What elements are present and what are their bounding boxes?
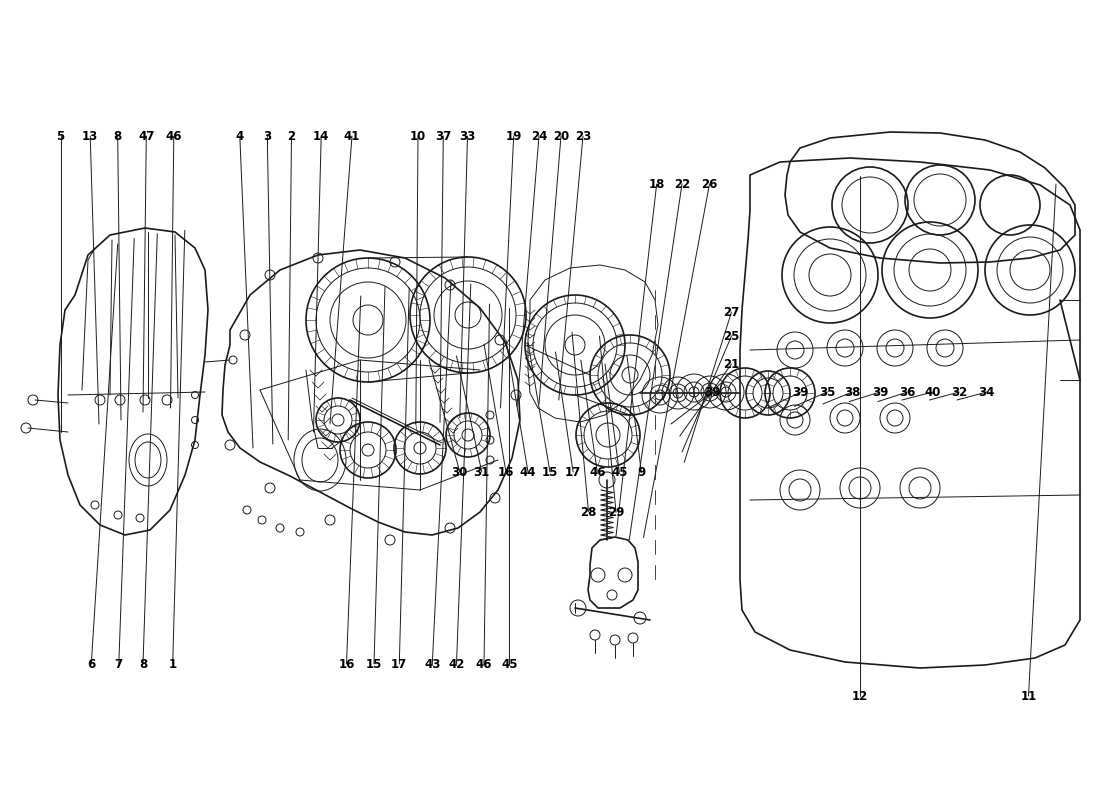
Text: 27: 27 [724, 306, 739, 318]
Text: 23: 23 [575, 130, 591, 142]
Text: 7: 7 [114, 658, 123, 670]
Text: 44: 44 [519, 466, 537, 478]
Text: 17: 17 [392, 658, 407, 670]
Text: 18: 18 [649, 178, 664, 190]
Text: 42: 42 [449, 658, 464, 670]
Text: 35: 35 [820, 386, 835, 398]
Text: 46: 46 [475, 658, 493, 670]
Text: 39: 39 [872, 386, 888, 398]
Text: 19: 19 [506, 130, 521, 142]
Text: 10: 10 [410, 130, 426, 142]
Text: 41: 41 [344, 130, 360, 142]
Text: 25: 25 [724, 330, 739, 342]
Text: 16: 16 [498, 466, 514, 478]
Text: 36: 36 [900, 386, 915, 398]
Text: 1: 1 [168, 658, 177, 670]
Text: 4: 4 [235, 130, 244, 142]
Text: 40: 40 [925, 386, 940, 398]
Text: 38: 38 [845, 386, 860, 398]
Text: 31: 31 [474, 466, 490, 478]
Text: 12: 12 [852, 690, 868, 702]
Text: 45: 45 [502, 658, 517, 670]
Text: 43: 43 [425, 658, 440, 670]
Text: 22: 22 [674, 178, 690, 190]
Text: 29: 29 [608, 506, 624, 518]
Text: 30: 30 [452, 466, 468, 478]
Text: 2: 2 [287, 130, 296, 142]
Text: 47: 47 [139, 130, 154, 142]
Text: 39: 39 [705, 386, 720, 398]
Text: 24: 24 [531, 130, 547, 142]
Text: 13: 13 [82, 130, 98, 142]
Text: 8: 8 [139, 658, 147, 670]
Text: 3: 3 [263, 130, 272, 142]
Text: 32: 32 [952, 386, 967, 398]
Text: 16: 16 [339, 658, 354, 670]
Text: 39: 39 [793, 386, 808, 398]
Text: 5: 5 [56, 130, 65, 142]
Text: 8: 8 [113, 130, 122, 142]
Text: 11: 11 [1021, 690, 1036, 702]
Text: 26: 26 [702, 178, 717, 190]
Text: 45: 45 [612, 466, 627, 478]
Text: 33: 33 [460, 130, 475, 142]
Text: 28: 28 [581, 506, 596, 518]
Text: 15: 15 [366, 658, 382, 670]
Text: 14: 14 [314, 130, 329, 142]
Text: 6: 6 [87, 658, 96, 670]
Text: 37: 37 [436, 130, 451, 142]
Text: 34: 34 [979, 386, 994, 398]
Text: 46: 46 [166, 130, 183, 142]
Text: 20: 20 [553, 130, 569, 142]
Text: 15: 15 [542, 466, 558, 478]
Text: 17: 17 [565, 466, 581, 478]
Text: 9: 9 [637, 466, 646, 478]
Text: 21: 21 [724, 358, 739, 370]
Text: 46: 46 [590, 466, 606, 478]
